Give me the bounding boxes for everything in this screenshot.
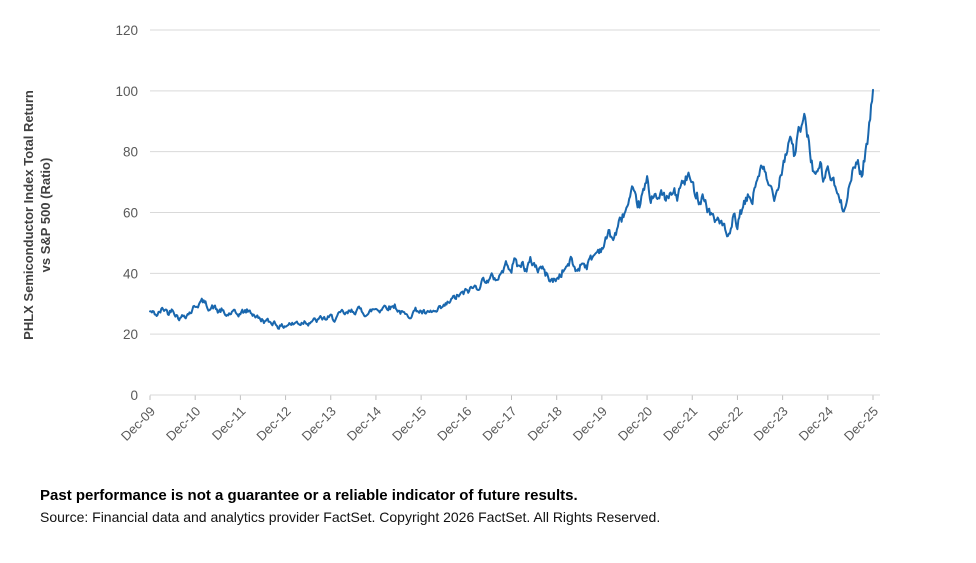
y-axis-tick-labels: 0 20 40 60 80 100 120 — [115, 23, 138, 403]
x-axis-tick-labels: Dec-09 Dec-10 Dec-11 Dec-12 Dec-13 Dec-14 Dec-… — [118, 404, 881, 444]
x-tick-label: Dec-20 — [615, 404, 655, 444]
x-tick-label: Dec-25 — [841, 404, 881, 444]
y-tick-label: 20 — [123, 327, 138, 342]
y-tick-label: 80 — [123, 145, 138, 160]
y-axis-title-line1: PHLX Semiconductor Index Total Return — [21, 90, 36, 340]
x-tick-label: Dec-14 — [344, 404, 384, 444]
x-tick-label: Dec-17 — [479, 404, 519, 444]
ratio-series-line — [149, 88, 874, 330]
y-tick-label: 100 — [115, 84, 138, 99]
x-tick-label: Dec-19 — [570, 404, 610, 444]
y-axis-title: PHLX Semiconductor Index Total Return vs… — [20, 60, 54, 370]
x-tick-label: Dec-15 — [389, 404, 429, 444]
x-tick-label: Dec-18 — [525, 404, 565, 444]
x-tick-label: Dec-23 — [750, 404, 790, 444]
x-tick-label: Dec-11 — [209, 404, 249, 444]
y-tick-label: 0 — [130, 388, 138, 403]
x-tick-label: Dec-10 — [163, 404, 203, 444]
y-tick-label: 40 — [123, 266, 138, 281]
y-tick-label: 60 — [123, 206, 138, 221]
y-tick-label: 120 — [115, 23, 138, 38]
x-tick-label: Dec-09 — [118, 404, 158, 444]
x-tick-label: Dec-24 — [796, 404, 836, 444]
y-axis-title-line2: vs S&P 500 (Ratio) — [38, 157, 53, 273]
x-tick-label: Dec-22 — [705, 404, 745, 444]
x-tick-label: Dec-21 — [660, 404, 700, 444]
ratio-line-chart: 0 20 40 60 80 100 120 Dec-09 Dec-10 Dec-11 Dec-12… — [115, 23, 881, 444]
x-tick-label: Dec-13 — [299, 404, 339, 444]
x-axis-ticks — [149, 395, 874, 400]
x-tick-label: Dec-16 — [434, 404, 474, 444]
disclaimer-text: Past performance is not a guarantee or a… — [40, 487, 578, 504]
x-tick-label: Dec-12 — [253, 404, 293, 444]
y-gridlines — [150, 29, 880, 396]
source-text: Source: Financial data and analytics pro… — [40, 509, 661, 525]
